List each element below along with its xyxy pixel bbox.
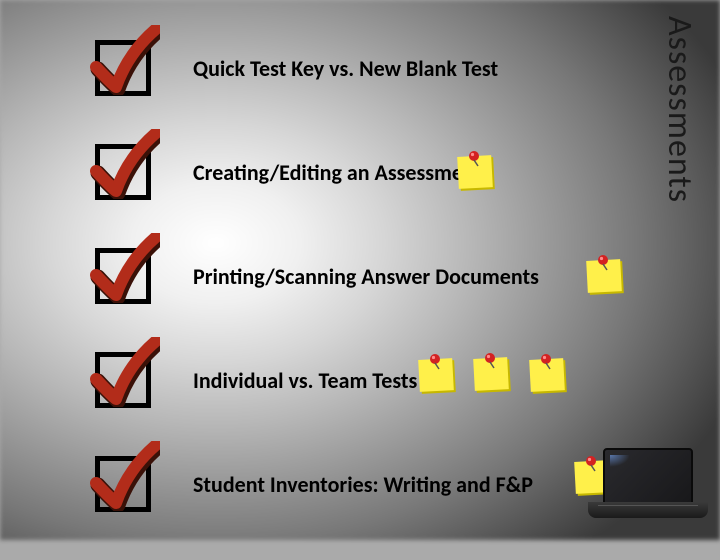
item-label: Quick Test Key vs. New Blank Test	[193, 55, 498, 82]
checkmark-icon	[88, 233, 160, 303]
checkmark-icon	[88, 441, 160, 511]
list-item: Student Inventories: Writing and F&P	[95, 456, 615, 512]
vertical-title: Assessments	[659, 16, 700, 203]
sticky-note-icon	[470, 350, 516, 396]
sticky-note-icon	[415, 351, 461, 397]
checkbox-icon	[95, 248, 151, 304]
checkmark-icon	[88, 25, 160, 95]
checkmark-icon	[88, 337, 160, 407]
checkmark-icon	[88, 129, 160, 199]
item-label: Student Inventories: Writing and F&P	[193, 471, 533, 498]
laptop-icon	[588, 448, 708, 528]
sticky-note-icon	[454, 148, 500, 194]
list-item: Quick Test Key vs. New Blank Test	[95, 40, 615, 96]
checklist: Quick Test Key vs. New Blank Test Creati…	[95, 40, 615, 560]
checkbox-icon	[95, 144, 151, 200]
item-label: Creating/Editing an Assessment	[193, 159, 482, 186]
checkbox-icon	[95, 352, 151, 408]
checkbox-icon	[95, 456, 151, 512]
item-label: Individual vs. Team Tests	[193, 367, 417, 394]
sticky-note-icon	[583, 252, 629, 298]
item-label: Printing/Scanning Answer Documents	[193, 263, 539, 290]
sticky-note-icon	[526, 351, 572, 397]
slide-content: Assessments Quick Test Key vs. New Blank…	[0, 0, 720, 540]
list-item: Creating/Editing an Assessment	[95, 144, 615, 200]
list-item: Printing/Scanning Answer Documents	[95, 248, 615, 304]
checkbox-icon	[95, 40, 151, 96]
